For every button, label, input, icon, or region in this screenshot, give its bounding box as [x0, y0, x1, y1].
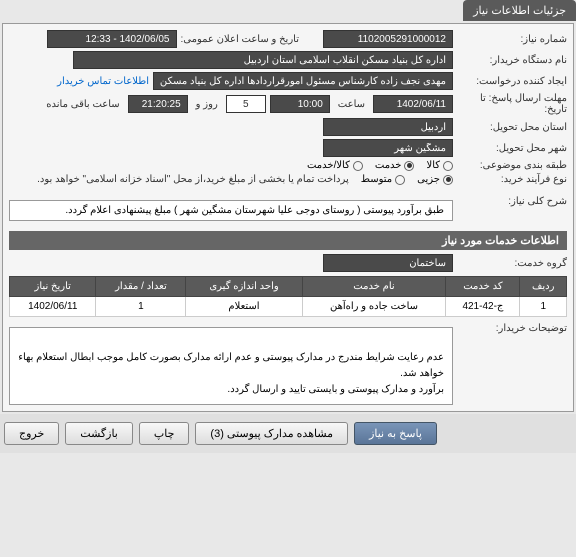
- radio-dot-icon: [443, 161, 453, 171]
- city-input[interactable]: [323, 139, 453, 157]
- deadline-label: مهلت ارسال پاسخ: تا تاریخ:: [457, 93, 567, 115]
- deadline-time-input[interactable]: [128, 95, 188, 113]
- process-radio-group: جزیی متوسط: [361, 174, 453, 185]
- radio-motavaset[interactable]: متوسط: [361, 174, 405, 185]
- td-unit: استعلام: [186, 297, 302, 317]
- radio-both[interactable]: کالا/خدمت: [307, 160, 363, 171]
- buyer-org-input[interactable]: [73, 51, 453, 69]
- need-number-label: شماره نیاز:: [457, 34, 567, 45]
- th-date: تاریخ نیاز: [10, 277, 96, 297]
- radio-khedmat-label: خدمت: [375, 160, 402, 171]
- buyer-org-label: نام دستگاه خریدار:: [457, 55, 567, 66]
- table-row[interactable]: 1 ج-42-421 ساخت جاده و راه‌آهن استعلام 1…: [10, 297, 567, 317]
- process-note: پرداخت تمام یا بخشی از مبلغ خرید،از محل …: [37, 174, 349, 185]
- category-label: طبقه بندی موضوعی:: [457, 160, 567, 171]
- services-header-text: اطلاعات خدمات مورد نیاز: [442, 235, 559, 247]
- table-header-row: ردیف کد خدمت نام خدمت واحد اندازه گیری ت…: [10, 277, 567, 297]
- radio-kala-label: کالا: [426, 160, 440, 171]
- days-label: روز و: [196, 99, 218, 110]
- attachments-button[interactable]: مشاهده مدارک پیوستی (3): [195, 422, 348, 445]
- radio-kala[interactable]: کالا: [426, 160, 453, 171]
- radio-jozi[interactable]: جزیی: [417, 174, 453, 185]
- deadline-date-input[interactable]: [373, 95, 453, 113]
- td-name: ساخت جاده و راه‌آهن: [302, 297, 446, 317]
- requester-label: ایجاد کننده درخواست:: [457, 76, 567, 87]
- announce-date-input[interactable]: [47, 30, 177, 48]
- radio-khedmat[interactable]: خدمت: [375, 160, 415, 171]
- radio-both-label: کالا/خدمت: [307, 160, 350, 171]
- buyer-notes-box: عدم رعایت شرایط مندرج در مدارک پیوستی و …: [9, 327, 453, 405]
- deadline-days-input[interactable]: [226, 95, 266, 113]
- td-num: 1: [520, 297, 567, 317]
- main-panel: شماره نیاز: تاریخ و ساعت اعلان عمومی: نا…: [2, 23, 574, 412]
- th-unit: واحد اندازه گیری: [186, 277, 302, 297]
- contact-link[interactable]: اطلاعات تماس خریدار: [57, 76, 149, 87]
- td-code: ج-42-421: [446, 297, 520, 317]
- deadline-hour-input[interactable]: [270, 95, 330, 113]
- td-date: 1402/06/11: [10, 297, 96, 317]
- description-label: شرح کلی نیاز:: [457, 196, 567, 207]
- print-button[interactable]: چاپ: [139, 422, 190, 445]
- description-text: طبق برآورد پیوستی ( روستای دوجی علیا شهر…: [65, 205, 444, 216]
- buyer-notes-text: عدم رعایت شرایط مندرج در مدارک پیوستی و …: [18, 352, 444, 395]
- td-qty: 1: [96, 297, 186, 317]
- radio-motavaset-label: متوسط: [361, 174, 392, 185]
- services-table: ردیف کد خدمت نام خدمت واحد اندازه گیری ت…: [9, 276, 567, 317]
- th-num: ردیف: [520, 277, 567, 297]
- city-label: شهر محل تحویل:: [457, 143, 567, 154]
- services-section-header: اطلاعات خدمات مورد نیاز: [9, 231, 567, 250]
- button-row: پاسخ به نیاز مشاهده مدارک پیوستی (3) چاپ…: [0, 414, 576, 453]
- th-qty: تعداد / مقدار: [96, 277, 186, 297]
- process-type-label: نوع فرآیند خرید:: [457, 174, 567, 185]
- buyer-notes-label: توضیحات خریدار:: [457, 323, 567, 334]
- requester-input[interactable]: [153, 72, 453, 90]
- announce-date-label: تاریخ و ساعت اعلان عمومی:: [181, 34, 300, 45]
- back-button[interactable]: بازگشت: [65, 422, 133, 445]
- group-label: گروه خدمت:: [457, 258, 567, 269]
- category-radio-group: کالا خدمت کالا/خدمت: [307, 160, 453, 171]
- radio-dot-icon: [353, 161, 363, 171]
- radio-dot-icon: [395, 175, 405, 185]
- radio-dot-icon: [404, 161, 414, 171]
- radio-dot-icon: [443, 175, 453, 185]
- group-input[interactable]: [323, 254, 453, 272]
- radio-jozi-label: جزیی: [417, 174, 440, 185]
- province-input[interactable]: [323, 118, 453, 136]
- respond-button[interactable]: پاسخ به نیاز: [354, 422, 437, 445]
- remaining-label: ساعت باقی مانده: [46, 99, 119, 110]
- tab-header: جزئیات اطلاعات نیاز: [463, 0, 576, 21]
- exit-button[interactable]: خروج: [4, 422, 59, 445]
- th-code: کد خدمت: [446, 277, 520, 297]
- tab-title: جزئیات اطلاعات نیاز: [473, 5, 566, 17]
- th-name: نام خدمت: [302, 277, 446, 297]
- province-label: استان محل تحویل:: [457, 122, 567, 133]
- hour-label: ساعت: [338, 99, 365, 110]
- description-box: طبق برآورد پیوستی ( روستای دوجی علیا شهر…: [9, 200, 453, 221]
- need-number-input[interactable]: [323, 30, 453, 48]
